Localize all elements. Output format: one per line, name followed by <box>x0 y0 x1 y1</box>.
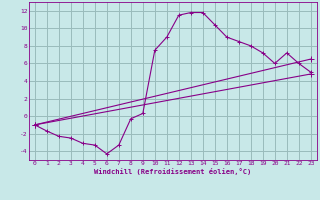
X-axis label: Windchill (Refroidissement éolien,°C): Windchill (Refroidissement éolien,°C) <box>94 168 252 175</box>
